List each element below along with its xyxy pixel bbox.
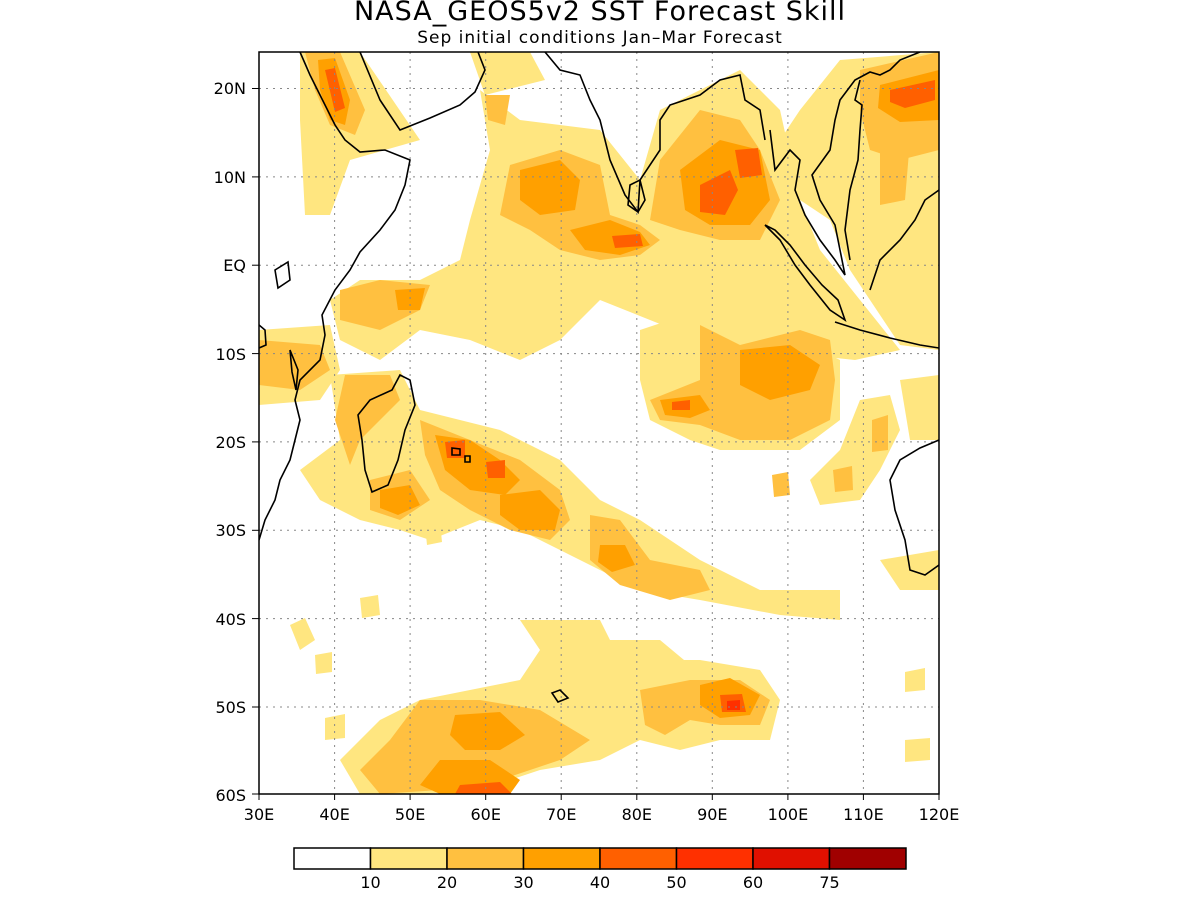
- lat-tick-labels: 20N 10N EQ 10S 20S 30S 40S 50S 60S: [214, 79, 246, 805]
- colorbar-labels: 10 20 30 40 50 60 75: [360, 873, 839, 892]
- lon-label-70e: 70E: [546, 805, 576, 824]
- colorbar-box-2: [446, 847, 525, 870]
- skill-level-40-50: [325, 68, 935, 794]
- colorbar-label-60: 60: [743, 873, 763, 892]
- lat-label-40s: 40S: [215, 610, 246, 629]
- colorbar-box-7: [828, 847, 907, 870]
- lon-label-90e: 90E: [697, 805, 727, 824]
- lat-label-20s: 20S: [215, 433, 246, 452]
- lon-label-110e: 110E: [843, 805, 884, 824]
- colorbar-label-75: 75: [819, 873, 839, 892]
- lon-label-80e: 80E: [622, 805, 652, 824]
- lat-label-60s: 60S: [215, 786, 246, 805]
- map-grid: [259, 52, 939, 794]
- map-frame: [258, 51, 940, 795]
- colorbar-label-40: 40: [590, 873, 610, 892]
- colorbar-label-20: 20: [437, 873, 457, 892]
- colorbar-label-30: 30: [513, 873, 533, 892]
- lon-label-40e: 40E: [319, 805, 349, 824]
- lat-label-50s: 50S: [215, 698, 246, 717]
- colorbar-box-5: [675, 847, 754, 870]
- colorbar-label-50: 50: [666, 873, 686, 892]
- colorbar-box-6: [752, 847, 831, 870]
- lon-label-50e: 50E: [395, 805, 425, 824]
- lat-label-30s: 30S: [215, 521, 246, 540]
- skill-contours: [259, 52, 939, 794]
- lon-label-30e: 30E: [244, 805, 274, 824]
- colorbar-boxes: [293, 847, 907, 870]
- coastlines: [259, 52, 939, 703]
- lat-label-20n: 20N: [214, 79, 246, 98]
- map-subtitle: Sep initial conditions Jan–Mar Forecast: [417, 28, 783, 48]
- colorbar-box-0: [293, 847, 372, 870]
- lon-label-120e: 120E: [919, 805, 960, 824]
- lon-label-100e: 100E: [768, 805, 809, 824]
- colorbar-box-3: [522, 847, 601, 870]
- lon-tick-labels: 30E 40E 50E 60E 70E 80E 90E 100E 110E 12…: [244, 805, 960, 824]
- skill-level-50-60: [727, 700, 740, 710]
- lat-label-eq: EQ: [223, 256, 246, 275]
- colorbar-label-10: 10: [360, 873, 380, 892]
- lon-label-60e: 60E: [470, 805, 500, 824]
- lat-label-10s: 10S: [215, 345, 246, 364]
- axis-ticks: [252, 88, 940, 800]
- lat-label-10n: 10N: [214, 168, 246, 187]
- colorbar-box-1: [369, 847, 448, 870]
- colorbar-box-4: [599, 847, 678, 870]
- map-title: NASA_GEOS5v2 SST Forecast Skill: [353, 0, 847, 27]
- colorbar: 10 20 30 40 50 60 75: [293, 847, 907, 892]
